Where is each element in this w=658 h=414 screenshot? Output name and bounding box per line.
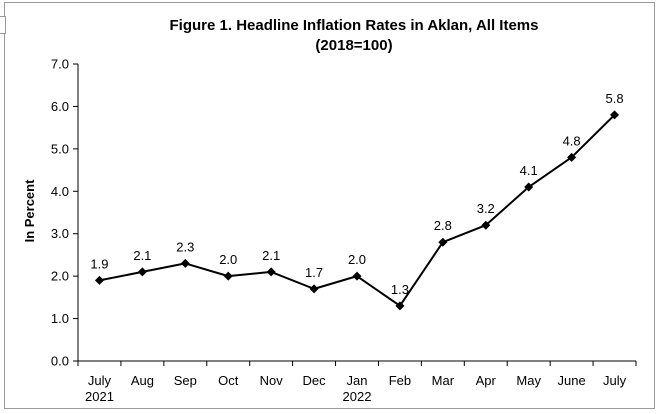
data-point-marker [94, 275, 104, 285]
y-axis-title: In Percent [22, 179, 37, 243]
data-point-marker [137, 267, 147, 277]
y-tick-label: 1.0 [51, 311, 69, 326]
data-point-marker [395, 301, 405, 311]
data-point-marker [524, 182, 534, 192]
data-label: 1.9 [90, 256, 108, 271]
data-label: 2.1 [133, 248, 151, 263]
adjacent-cell-edge [0, 16, 6, 34]
data-label: 1.7 [305, 265, 323, 280]
x-tick-label: July [603, 373, 627, 388]
y-tick-label: 6.0 [51, 99, 69, 114]
data-label: 2.3 [176, 239, 194, 254]
chart-title: Figure 1. Headline Inflation Rates in Ak… [170, 17, 539, 34]
data-point-marker [481, 220, 491, 230]
x-tick-label: June [558, 373, 586, 388]
data-point-marker [180, 258, 190, 268]
x-tick-label: Jan [347, 373, 368, 388]
chart-frame [4, 2, 655, 409]
data-label: 2.1 [262, 248, 280, 263]
x-tick-label: Sep [174, 373, 197, 388]
data-labels: 1.9 2.1 2.3 2.0 2.1 1.7 2.0 1.3 2.8 3.2 4.1 4.8 5.8 [90, 91, 623, 297]
data-point-marker [438, 237, 448, 247]
y-tick-label: 0.0 [51, 354, 69, 369]
y-tick-label: 5.0 [51, 141, 69, 156]
x-tick-label: Mar [432, 373, 455, 388]
y-tick-label: 7.0 [51, 57, 69, 72]
data-point-marker [223, 271, 233, 281]
data-point-marker [567, 152, 577, 162]
data-point-marker [309, 284, 319, 294]
x-tick-label: July [88, 373, 112, 388]
series-group [94, 110, 620, 311]
data-point-marker [352, 271, 362, 281]
y-tick-label: 2.0 [51, 269, 69, 284]
axes: 0.0 1.0 2.0 3.0 4.0 5.0 6.0 7.0 July Aug Sep Oct Nov… [51, 57, 637, 404]
data-label: 4.8 [563, 133, 581, 148]
data-label: 1.3 [391, 282, 409, 297]
data-label: 3.2 [477, 201, 495, 216]
y-tick-label: 4.0 [51, 184, 69, 199]
x-tick-label: May [516, 373, 541, 388]
x-tick-label: Oct [218, 373, 239, 388]
x-tick-label: Aug [131, 373, 154, 388]
data-label: 5.8 [605, 91, 623, 106]
data-label: 4.1 [520, 163, 538, 178]
chart-subtitle: (2018=100) [315, 37, 392, 54]
x-tick-label: Feb [389, 373, 411, 388]
x-tick-label: Apr [476, 373, 497, 388]
data-label: 2.8 [434, 218, 452, 233]
data-point-marker [266, 267, 276, 277]
x-tick-label: Nov [260, 373, 284, 388]
x-year-label: 2022 [343, 389, 372, 404]
y-tick-label: 3.0 [51, 226, 69, 241]
x-tick-label: Dec [303, 373, 327, 388]
data-label: 2.0 [219, 252, 237, 267]
data-label: 2.0 [348, 252, 366, 267]
x-year-label: 2021 [85, 389, 114, 404]
data-point-marker [610, 110, 620, 120]
